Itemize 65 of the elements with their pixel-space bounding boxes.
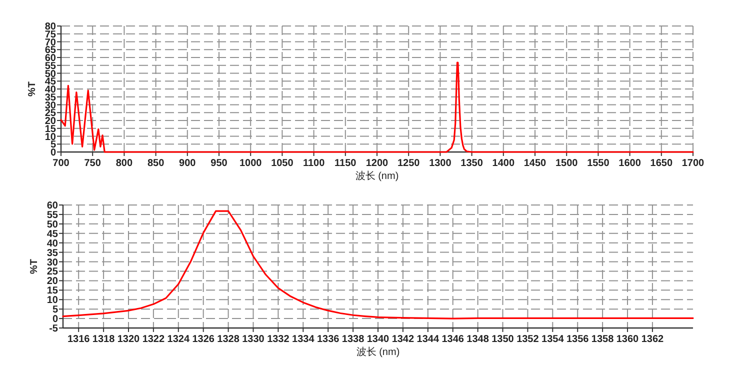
y-tick-label: 55 [46,210,58,221]
x-tick-label: 1600 [618,158,642,169]
x-tick-label: 1358 [591,334,614,345]
x-tick-label: 1360 [616,334,640,345]
y-tick-label: -5 [49,324,58,334]
x-tick-label: 900 [179,158,196,169]
x-tick-label: 1354 [542,334,564,345]
x-tick-label: 1050 [271,158,294,169]
x-tick-label: 1352 [516,334,540,345]
y-tick-label: 35 [46,248,58,259]
x-tick-label: 1150 [334,158,357,169]
x-tick-label: 750 [84,158,102,169]
y-tick-label: 15 [46,286,58,297]
x-tick-label: 1330 [242,334,265,345]
x-tick-label: 1362 [641,334,664,345]
x-tick-label: 1500 [555,158,578,169]
x-axis-title: 波长 (nm) [355,170,399,182]
x-tick-label: 1316 [67,334,90,345]
x-tick-label: 1650 [650,158,673,169]
x-axis-title: 波长 (nm) [356,346,400,358]
x-tick-label: 1700 [682,158,705,169]
x-tick-label: 1338 [342,334,365,345]
y-tick-label: 20 [46,276,58,288]
x-tick-label: 1340 [366,334,390,345]
y-tick-label: 5 [52,304,58,316]
x-tick-label: 1200 [366,158,389,169]
y-tick-label: 60 [46,200,58,212]
x-tick-label: 1550 [587,158,610,169]
x-tick-label: 850 [147,158,165,169]
x-tick-label: 1334 [292,334,315,345]
y-tick-label: 0 [50,148,56,158]
x-tick-label: 1300 [429,158,452,169]
x-tick-label: 1324 [167,334,190,345]
x-tick-label: 800 [116,158,133,169]
x-tick-label: 1322 [142,334,166,345]
x-tick-label: 1450 [524,158,547,169]
x-tick-label: 1328 [217,334,240,345]
x-tick-label: 1318 [92,334,116,345]
x-tick-label: 1400 [492,158,515,169]
y-axis-title: %T [29,259,40,274]
x-tick-label: 1350 [492,334,514,345]
y-tick-label: 50 [46,219,58,230]
x-tick-label: 1332 [267,334,290,345]
x-tick-label: 1350 [460,158,484,169]
y-tick-label: 45 [46,228,58,240]
x-tick-label: 1344 [416,334,440,345]
x-tick-label: 1346 [442,334,464,345]
x-tick-label: 1336 [316,334,340,345]
y-tick-label: 10 [46,295,58,306]
x-tick-label: 1250 [397,158,420,169]
line-series [62,210,694,320]
y-tick-label: 40 [46,238,58,250]
x-tick-label: 1320 [117,334,140,345]
x-tick-label: 1342 [392,334,415,345]
x-tick-label: 700 [52,158,70,169]
y-tick-label: 0 [52,314,58,326]
x-tick-label: 1348 [466,334,490,345]
y-tick-label: 30 [46,257,58,268]
x-tick-label: 1356 [566,334,590,345]
x-tick-label: 950 [210,158,228,169]
y-tick-label: 25 [46,266,58,278]
x-tick-label: 1100 [302,158,326,169]
y-axis-title: %T [27,82,38,96]
x-tick-label: 1000 [239,158,262,169]
x-tick-label: 1326 [192,334,215,345]
